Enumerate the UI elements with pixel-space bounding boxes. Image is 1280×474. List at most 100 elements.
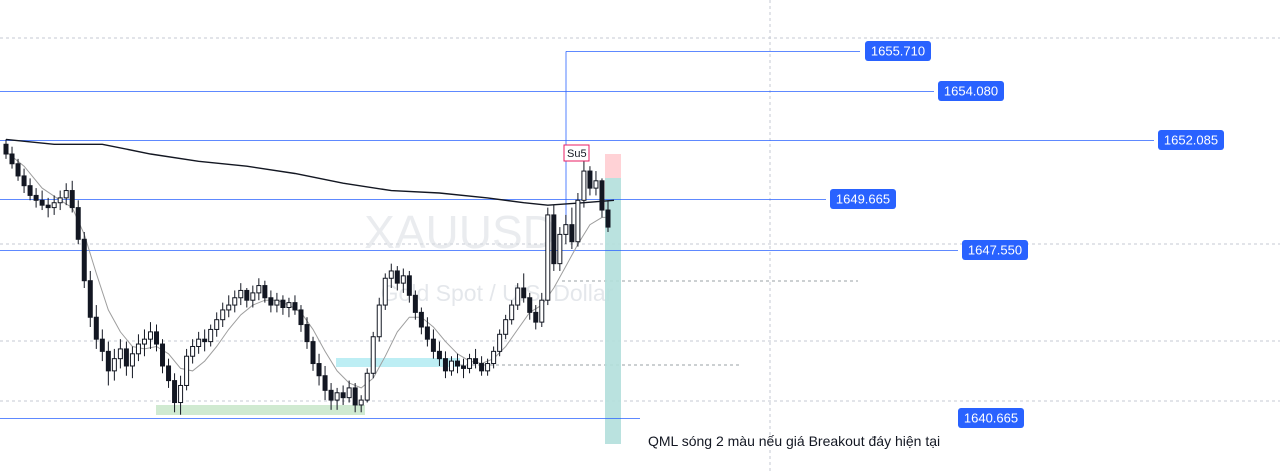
candle-down: [461, 365, 467, 369]
candle-down: [69, 190, 75, 209]
candle-up: [370, 336, 376, 374]
candle-up: [382, 277, 388, 306]
candle-up: [232, 297, 238, 306]
candle-up: [286, 302, 292, 309]
annotations: QML sóng 2 màu nếu giá Breakout đáy hiện…: [563, 144, 940, 449]
candle-up: [256, 285, 262, 294]
candle-down: [527, 297, 533, 313]
candle-up: [364, 372, 370, 401]
price-tag[interactable]: 1652.085: [1158, 130, 1224, 150]
price-tag-box[interactable]: [830, 189, 896, 209]
candle-up: [141, 338, 147, 345]
price-tag-label: 1649.665: [836, 192, 890, 207]
candle-down: [123, 348, 129, 367]
price-tag-label: 1647.550: [968, 243, 1022, 258]
candle-down: [340, 392, 346, 399]
candle-up: [117, 348, 123, 360]
candle-down: [436, 350, 442, 360]
price-tag-box[interactable]: [1158, 130, 1224, 150]
candle-up: [346, 387, 352, 399]
candle-up: [575, 199, 581, 243]
price-tag[interactable]: 1640.665: [958, 408, 1024, 428]
watermark-description: Gold Spot / U.S. Dollar: [381, 280, 614, 306]
candle-up: [491, 350, 497, 365]
price-tag-box[interactable]: [865, 41, 931, 61]
candle-down: [15, 163, 21, 177]
candle-up: [545, 214, 551, 301]
candle-up: [467, 358, 473, 369]
candle-down: [304, 324, 310, 343]
candle-up: [238, 289, 244, 299]
candle-up: [557, 233, 563, 265]
candle-down: [87, 280, 93, 318]
candle-up: [226, 304, 232, 311]
candle-down: [3, 143, 9, 155]
candle-down: [316, 363, 322, 377]
price-tag-box[interactable]: [938, 81, 1004, 101]
candle-down: [298, 309, 304, 326]
price-tag[interactable]: 1649.665: [830, 189, 896, 209]
su5-marker-label: Su5: [567, 148, 587, 160]
demand-zone: [156, 405, 365, 415]
candle-down: [202, 338, 208, 343]
candle-up: [196, 338, 202, 347]
candle-down: [244, 289, 250, 301]
candle-up: [376, 304, 382, 338]
candle-down: [27, 185, 33, 196]
candle-up: [497, 333, 503, 352]
candle-down: [75, 207, 81, 240]
candle-up: [503, 319, 509, 335]
candle-down: [587, 170, 593, 189]
candle-down: [310, 341, 316, 365]
candle-up: [129, 353, 135, 367]
price-tag[interactable]: 1654.080: [938, 81, 1004, 101]
candle-down: [93, 316, 99, 340]
candle-down: [412, 294, 418, 313]
candle-up: [51, 202, 57, 209]
candle-down: [418, 311, 424, 328]
candle-down: [424, 326, 430, 340]
candle-up: [63, 190, 69, 199]
candle-up: [509, 304, 515, 321]
candle-down: [599, 180, 605, 211]
candle-down: [33, 194, 39, 201]
candle-up: [334, 392, 340, 401]
candle-down: [455, 360, 460, 367]
candle-down: [533, 311, 539, 323]
slow-moving-average: [5, 138, 615, 206]
candle-up: [581, 170, 587, 201]
candle-up: [190, 345, 196, 357]
horizontal-levels: [0, 51, 1154, 419]
price-tag-label: 1652.085: [1164, 133, 1218, 148]
moving-averages: [5, 138, 615, 389]
price-tag-box[interactable]: [958, 408, 1024, 428]
candle-up: [135, 343, 141, 355]
candle-down: [521, 287, 527, 299]
candle-up: [178, 384, 184, 404]
candle-up: [539, 299, 545, 323]
candle-up: [400, 275, 406, 284]
candle-up: [563, 224, 569, 235]
price-tag[interactable]: 1655.710: [865, 41, 931, 61]
su5-marker-box[interactable]: [563, 144, 590, 162]
stop-zone: [605, 154, 621, 178]
candle-down: [352, 387, 358, 406]
demand-zone: [336, 358, 460, 367]
candle-down: [479, 363, 485, 372]
candle-down: [21, 175, 27, 187]
candle-down: [322, 375, 328, 391]
target-zone: [605, 178, 621, 444]
price-tag[interactable]: 1647.550: [962, 240, 1028, 260]
candle-up: [515, 287, 521, 306]
price-tag-label: 1654.080: [944, 84, 998, 99]
candle-up: [485, 363, 491, 372]
price-tag-label: 1655.710: [871, 44, 925, 59]
candle-up: [184, 355, 190, 386]
candle-down: [442, 358, 448, 372]
candles: [3, 139, 611, 415]
price-tag-box[interactable]: [962, 240, 1028, 260]
candle-down: [262, 285, 268, 299]
